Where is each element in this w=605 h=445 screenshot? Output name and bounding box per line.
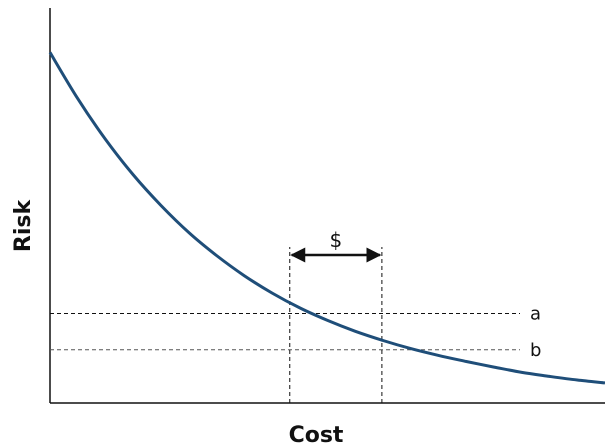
cost-difference-label: $	[329, 228, 342, 252]
y-axis-title: Risk	[11, 199, 36, 253]
level-b-label: b	[530, 340, 541, 361]
level-a-label: a	[530, 304, 541, 325]
x-axis-title: Cost	[289, 423, 344, 445]
risk-cost-curve	[48, 51, 605, 385]
